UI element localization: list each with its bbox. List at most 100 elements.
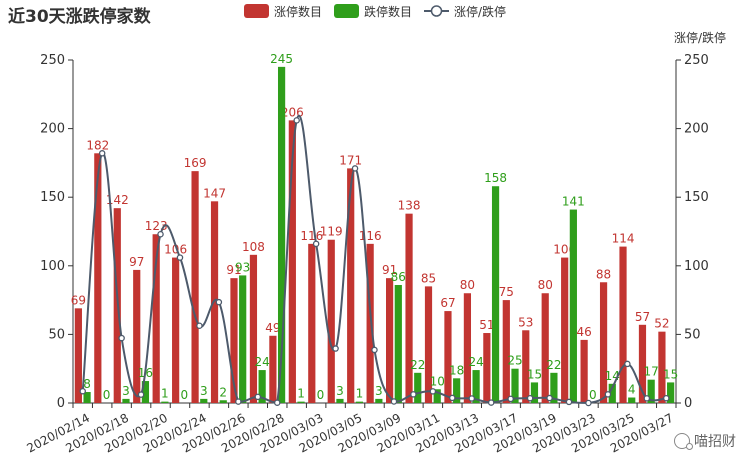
bar bbox=[569, 209, 577, 403]
legend-label-1: 跌停数目 bbox=[364, 4, 412, 19]
bar bbox=[628, 397, 636, 403]
ratio-point bbox=[546, 394, 553, 402]
bar-data-label: 245 bbox=[270, 52, 293, 66]
bar bbox=[550, 372, 558, 403]
bar-data-label: 0 bbox=[589, 388, 597, 402]
bar bbox=[561, 257, 569, 403]
bar bbox=[200, 398, 208, 403]
watermark-text: 喵招财 bbox=[694, 434, 736, 450]
bar bbox=[83, 392, 91, 403]
ratio-point bbox=[79, 387, 86, 395]
legend-swatch-0 bbox=[244, 4, 269, 18]
bar-data-label: 15 bbox=[527, 367, 542, 381]
ratio-point bbox=[312, 240, 320, 248]
bar bbox=[269, 335, 277, 403]
bar-data-label: 51 bbox=[479, 318, 494, 332]
bar-data-label: 141 bbox=[562, 195, 585, 209]
bar-data-label: 3 bbox=[336, 384, 344, 398]
ratio-point bbox=[293, 117, 300, 124]
bar-data-label: 49 bbox=[265, 321, 280, 335]
bar bbox=[658, 331, 666, 403]
bar-data-label: 24 bbox=[468, 355, 483, 369]
wechat-icon bbox=[674, 433, 693, 450]
ratio-point bbox=[429, 388, 437, 395]
bar-data-label: 2 bbox=[219, 385, 227, 399]
legend-swatch-1 bbox=[334, 4, 359, 18]
bar-data-label: 85 bbox=[421, 271, 436, 285]
bar-data-label: 93 bbox=[235, 260, 250, 274]
bar bbox=[405, 213, 413, 403]
bar bbox=[599, 282, 608, 403]
bar bbox=[647, 379, 655, 403]
ratio-point bbox=[643, 395, 651, 402]
bar bbox=[219, 400, 227, 403]
y-tick-label-right: 50 bbox=[684, 327, 701, 342]
bar bbox=[608, 383, 616, 403]
ratio-point bbox=[118, 334, 125, 342]
bar bbox=[308, 243, 316, 403]
y-tick-label-right: 200 bbox=[684, 122, 709, 137]
ratio-point bbox=[507, 395, 514, 403]
bar-data-label: 91 bbox=[226, 263, 241, 277]
bar-data-label: 57 bbox=[635, 310, 650, 324]
bar-data-label: 116 bbox=[359, 229, 382, 243]
y-tick-label-right: 0 bbox=[684, 396, 692, 411]
bar-data-label: 67 bbox=[440, 296, 455, 310]
legend-swatch-marker bbox=[430, 5, 443, 17]
ratio-point bbox=[468, 395, 476, 402]
bar bbox=[249, 254, 258, 403]
bar bbox=[336, 398, 344, 403]
bar bbox=[530, 382, 539, 403]
bar bbox=[297, 401, 305, 403]
bar-data-label: 3 bbox=[200, 384, 208, 398]
bar bbox=[463, 293, 472, 403]
bar bbox=[511, 368, 519, 403]
y-tick-label-right: 100 bbox=[684, 259, 709, 274]
bar bbox=[424, 286, 433, 403]
bar-data-label: 169 bbox=[184, 156, 207, 170]
bar-data-label: 138 bbox=[398, 199, 421, 213]
bar bbox=[141, 381, 150, 403]
watermark: 喵招财 bbox=[674, 431, 736, 451]
bar-data-label: 114 bbox=[612, 232, 635, 246]
ratio-point bbox=[410, 391, 417, 398]
ratio-point bbox=[332, 345, 339, 352]
bar bbox=[230, 278, 238, 403]
bar-data-label: 106 bbox=[164, 243, 187, 257]
bar-data-label: 24 bbox=[254, 355, 269, 369]
legend-label-0: 涨停数目 bbox=[274, 4, 322, 19]
bar bbox=[483, 333, 491, 403]
bar bbox=[74, 308, 82, 403]
bar bbox=[394, 285, 402, 403]
ratio-point bbox=[351, 165, 359, 172]
bar bbox=[375, 398, 383, 403]
bar-data-label: 182 bbox=[86, 138, 109, 152]
bar-data-label: 4 bbox=[628, 383, 636, 397]
ratio-point bbox=[235, 398, 242, 405]
chart-title: 近30天涨跌停家数 bbox=[8, 7, 151, 27]
ratio-point bbox=[565, 398, 573, 406]
bar bbox=[522, 330, 530, 403]
series-limit-up-bars: 6918214297123106169147911084920611611917… bbox=[71, 105, 670, 404]
ratio-point bbox=[390, 398, 398, 405]
bar-data-label: 0 bbox=[103, 388, 111, 402]
ratio-point bbox=[604, 391, 612, 398]
bar-data-label: 1 bbox=[161, 387, 169, 401]
bar bbox=[210, 201, 219, 403]
bar bbox=[444, 311, 452, 403]
ratio-point bbox=[487, 399, 495, 406]
ratio-point bbox=[137, 391, 145, 398]
ratio-point bbox=[215, 298, 223, 306]
y-tick-label-left: 200 bbox=[40, 122, 65, 137]
ratio-line bbox=[81, 115, 667, 405]
bar bbox=[638, 324, 647, 403]
bar-data-label: 0 bbox=[181, 388, 189, 402]
ratio-point bbox=[526, 394, 534, 402]
ratio-point bbox=[624, 360, 631, 368]
bar-data-label: 142 bbox=[106, 193, 129, 207]
bar-data-label: 88 bbox=[596, 267, 611, 281]
bar-data-label: 69 bbox=[71, 293, 86, 307]
bar bbox=[502, 300, 510, 403]
bar bbox=[94, 153, 102, 403]
